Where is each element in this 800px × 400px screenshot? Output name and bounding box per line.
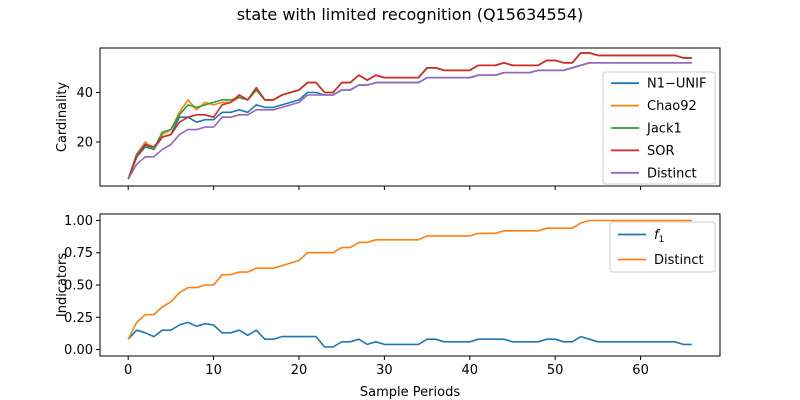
chart-title: state with limited recognition (Q1563455… (237, 5, 584, 24)
legend-label: Distinct (654, 253, 704, 268)
legend-label: N1−UNIF (647, 77, 706, 92)
series-line-1-1 (127, 219, 692, 340)
x-tick-label: 60 (632, 363, 649, 378)
y-tick-label: 0.25 (64, 311, 93, 326)
y-tick-label: 20 (76, 135, 93, 150)
legend-label: Jack1 (646, 122, 682, 137)
y-axis-label: Indicators (55, 253, 70, 317)
legend-label: SOR (647, 144, 675, 159)
y-tick-label: 0.50 (64, 279, 93, 294)
x-tick-label: 30 (376, 363, 393, 378)
series-line-1-0 (127, 321, 692, 348)
legend-label: Distinct (647, 166, 697, 181)
axes-frame (99, 47, 721, 187)
y-tick-label: 1.00 (64, 214, 93, 229)
legend-label: Chao92 (647, 99, 697, 114)
x-tick-label: 50 (547, 363, 564, 378)
x-tick-label: 20 (291, 363, 308, 378)
indicators-panel: 0 10 20 30 40 50 60 0.00 0.25 0.50 0.75 1.00 Indicat… (55, 213, 721, 400)
series-line-0-4 (127, 61, 692, 180)
x-tick-label: 0 (124, 363, 132, 378)
cardinality-panel: 20 40 Cardinality N1−UNIF Chao92 Jack1 SOR Dist… (55, 47, 721, 190)
legend-label: f1 (654, 228, 664, 245)
x-axis-label: Sample Periods (360, 385, 460, 400)
y-tick-label: 0.00 (64, 343, 93, 358)
y-tick-label: 40 (76, 86, 93, 101)
y-tick-label: 0.75 (64, 246, 93, 261)
x-tick-label: 10 (205, 363, 222, 378)
y-axis-label: Cardinality (55, 82, 70, 153)
x-tick-label: 40 (462, 363, 479, 378)
series-line-0-3 (127, 52, 692, 180)
legend-box (602, 71, 716, 185)
